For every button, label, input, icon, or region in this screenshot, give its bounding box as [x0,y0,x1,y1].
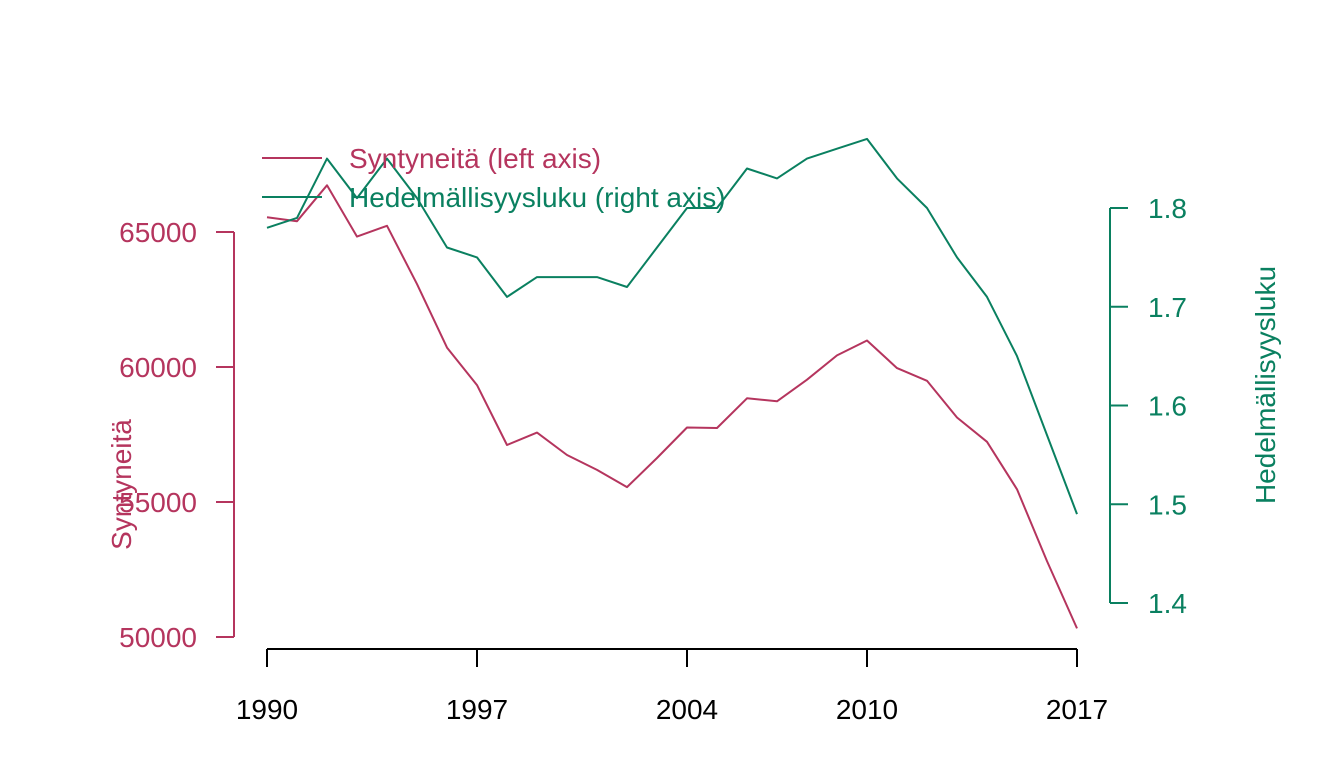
left-axis-title: Syntyneitä [106,419,137,550]
left-tick-label: 55000 [119,487,197,518]
legend: Syntyneitä (left axis) Hedelmällisyysluku… [262,143,726,213]
x-axis: 1990 1997 2004 2010 2017 [236,648,1108,725]
series-line-hedelmallisyysluku [266,137,1078,515]
x-tick-label: 2004 [656,694,718,725]
right-tick-label: 1.8 [1148,193,1187,224]
right-y-axis: 1.4 1.5 1.6 1.7 1.8 Hedelmällisyysluku [1109,193,1281,619]
right-tick-label: 1.6 [1148,391,1187,422]
legend-entry-label: Hedelmällisyysluku (right axis) [349,182,726,213]
x-tick-label: 1990 [236,694,298,725]
legend-entry-label: Syntyneitä (left axis) [349,143,601,174]
left-tick-label: 65000 [119,217,197,248]
x-tick-label: 2017 [1046,694,1108,725]
left-tick-label: 50000 [119,622,197,653]
x-tick-label: 1997 [446,694,508,725]
right-tick-label: 1.7 [1148,292,1187,323]
x-tick-label: 2010 [836,694,898,725]
right-axis-title: Hedelmällisyysluku [1250,266,1281,504]
left-tick-label: 60000 [119,352,197,383]
right-tick-label: 1.5 [1148,489,1187,520]
right-tick-label: 1.4 [1148,588,1187,619]
plot-area [266,137,1078,629]
series-line-syntyneita [266,184,1078,629]
left-y-axis: 50000 55000 60000 65000 Syntyneitä [106,217,235,653]
